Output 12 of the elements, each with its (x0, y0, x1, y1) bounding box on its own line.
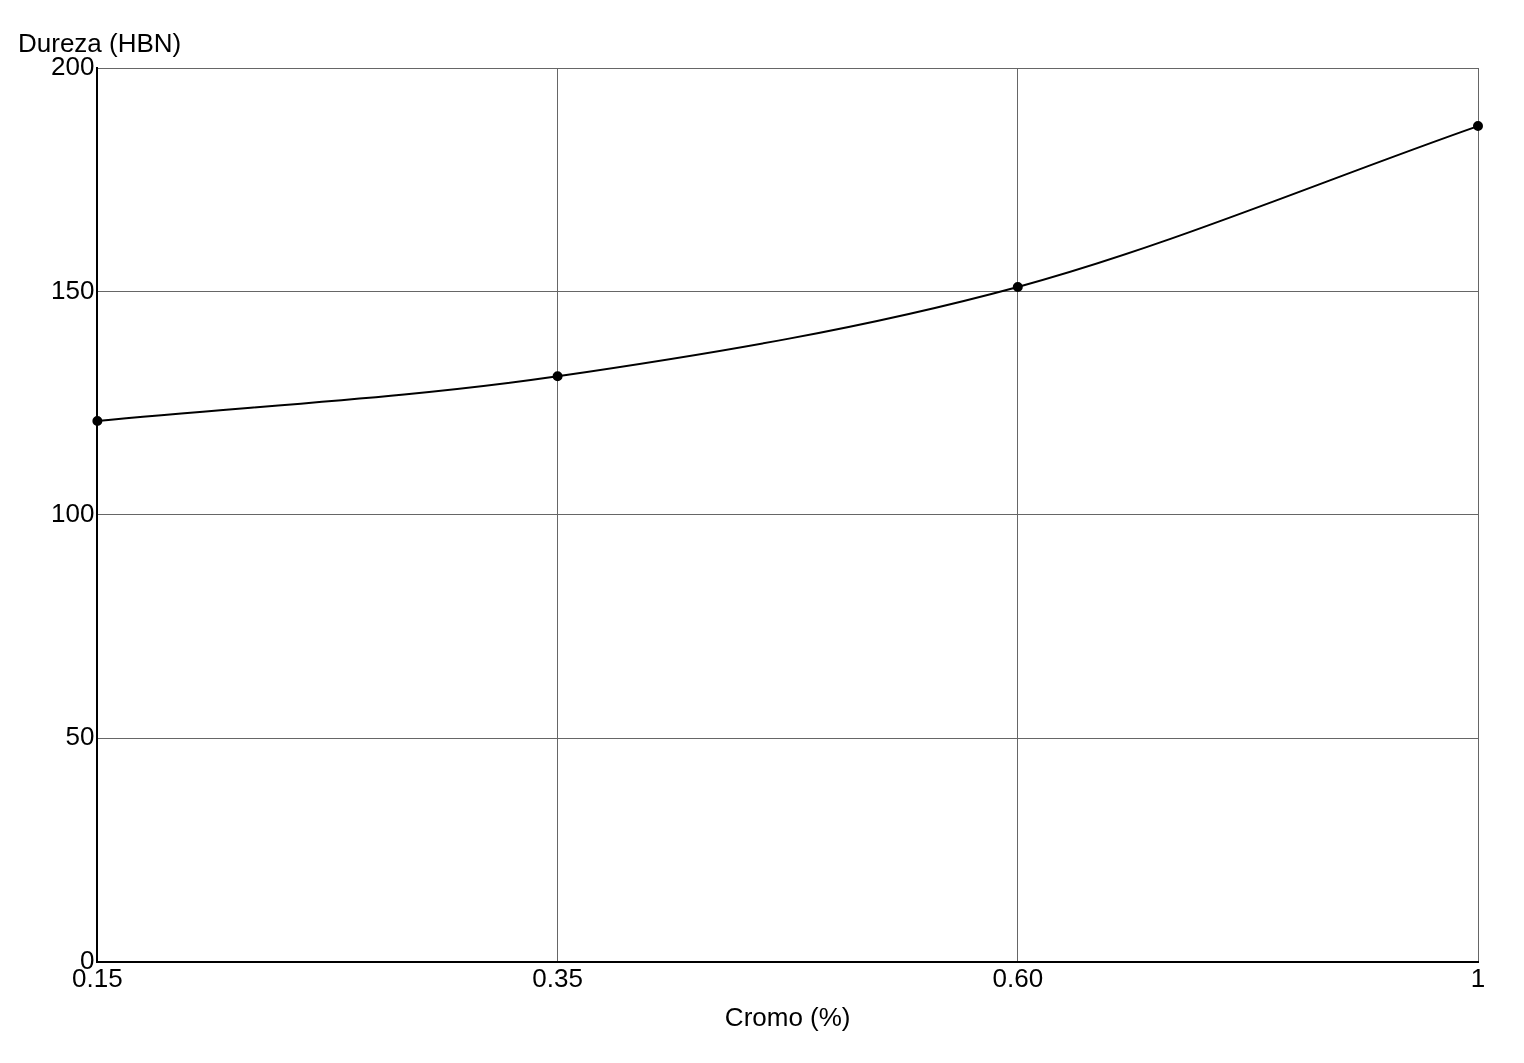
point (92, 415, 103, 426)
x-tick-label: 0.60 (992, 963, 1044, 994)
point (552, 371, 563, 382)
point (1012, 281, 1023, 292)
y-tick-label: 150 (50, 274, 95, 305)
y-tick-label: 50 (65, 721, 95, 752)
y-tick-label: 200 (50, 51, 95, 82)
x-tick-label: 1 (1470, 963, 1486, 994)
point (1473, 121, 1483, 132)
y-tick-label: 100 (50, 497, 95, 528)
x-tick-label: 0.35 (532, 963, 583, 994)
x-axis-title: Cromo (%) (724, 1001, 851, 1032)
